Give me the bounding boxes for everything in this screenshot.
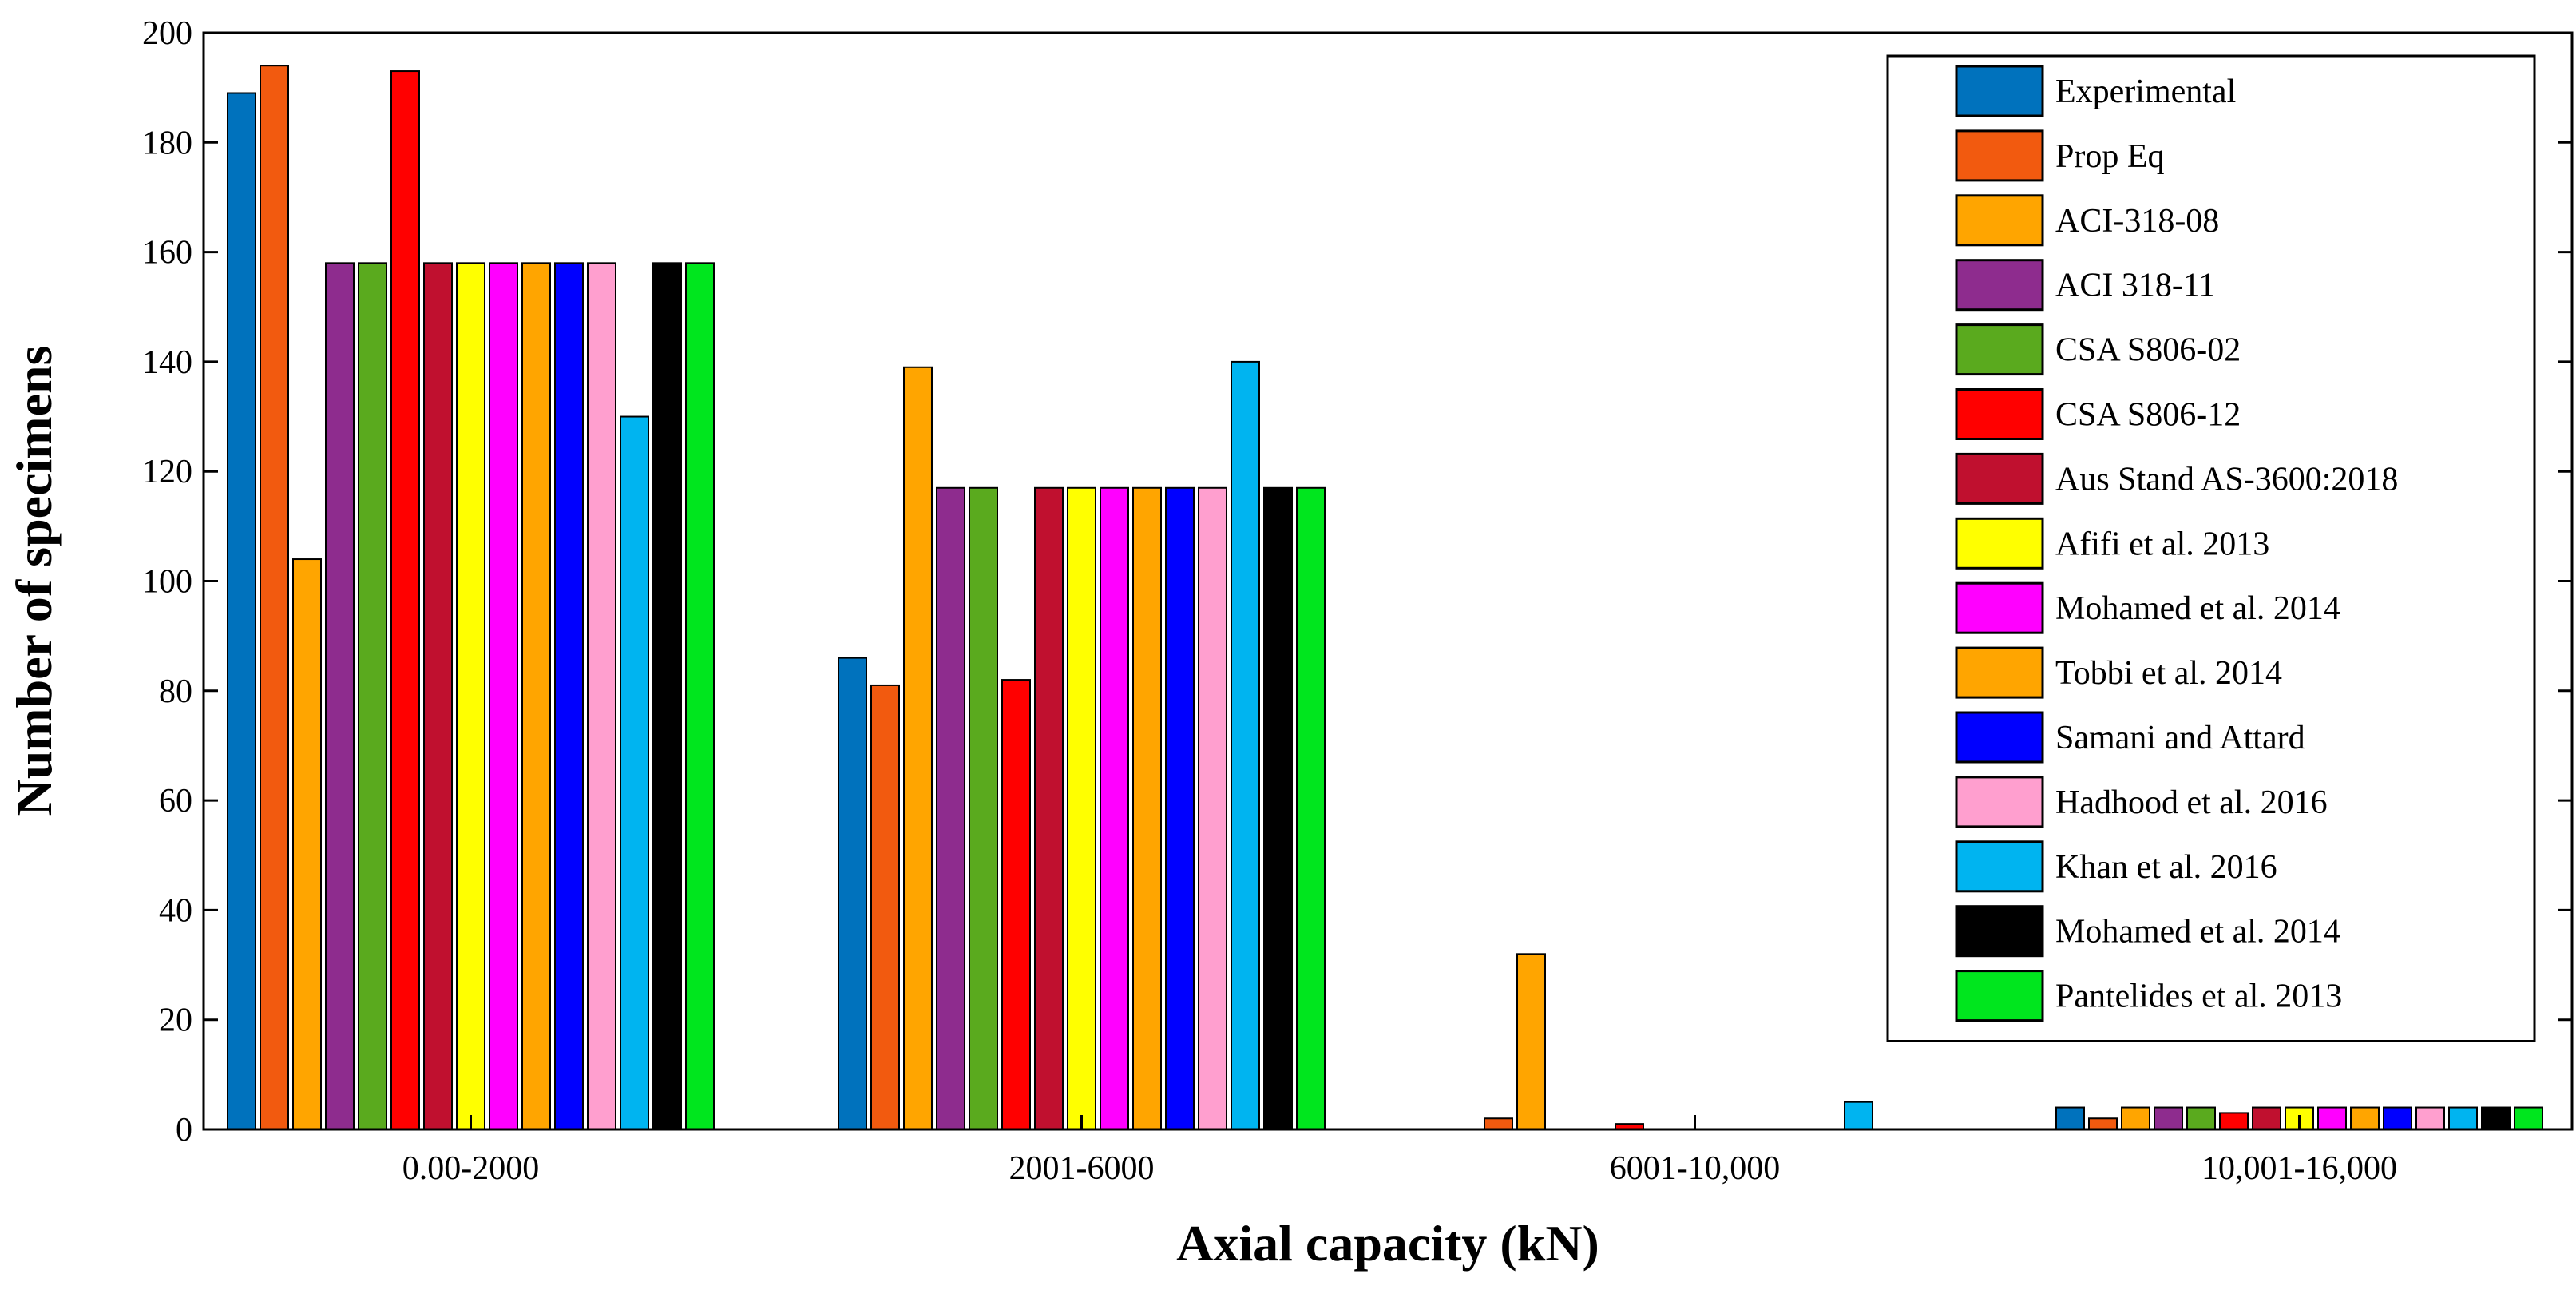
legend-label: Experimental <box>2055 73 2236 110</box>
bar <box>2448 1106 2478 1131</box>
legend-label: Hadhood et al. 2016 <box>2055 784 2328 821</box>
y-axis: 0 20 40 60 80 100 120 140 160 180 200 <box>142 15 2572 1149</box>
y-tick-label: 160 <box>142 235 192 272</box>
legend-label: ACI-318-08 <box>2055 203 2219 240</box>
bar <box>936 486 965 1130</box>
bar <box>1844 1101 1873 1131</box>
bar <box>423 262 453 1131</box>
x-tick-label: 2001-6000 <box>1009 1150 1155 1187</box>
bar <box>456 262 485 1131</box>
bar <box>2219 1112 2249 1131</box>
bar <box>390 70 420 1130</box>
y-tick-label: 60 <box>159 783 192 820</box>
bar <box>838 657 867 1130</box>
bar <box>1484 1117 1513 1131</box>
bar <box>554 262 584 1131</box>
legend-swatch <box>1955 840 2044 893</box>
legend: Experimental Prop Eq ACI-318-08 ACI 318-11 C… <box>1886 54 2536 1042</box>
bar <box>1263 486 1293 1130</box>
legend-label: Pantelides et al. 2013 <box>2055 978 2342 1015</box>
y-tick-label: 180 <box>142 125 192 161</box>
legend-label: CSA S806-02 <box>2055 332 2241 369</box>
bar <box>1100 486 1129 1130</box>
bar <box>685 262 715 1131</box>
legend-swatch <box>1955 970 2044 1022</box>
x-tick-label: 10,001-16,000 <box>2201 1150 2397 1187</box>
legend-swatch <box>1955 905 2044 958</box>
bar <box>1165 486 1195 1130</box>
bar <box>1067 486 1096 1130</box>
bar <box>2088 1117 2118 1131</box>
legend-label: Tobbi et al. 2014 <box>2055 655 2282 692</box>
x-tick-label: 0.00-2000 <box>402 1150 540 1187</box>
legend-label: Mohamed et al. 2014 <box>2055 590 2340 627</box>
y-tick-label: 100 <box>142 564 192 601</box>
bar <box>2055 1106 2085 1131</box>
y-tick-label: 40 <box>159 892 192 929</box>
bar <box>2186 1106 2216 1131</box>
bar <box>292 558 322 1130</box>
legend-label: CSA S806-12 <box>2055 397 2241 434</box>
bar <box>521 262 551 1131</box>
y-tick-label: 120 <box>142 454 192 490</box>
legend-swatch <box>1955 646 2044 699</box>
bar <box>652 262 682 1131</box>
legend-swatch <box>1955 452 2044 505</box>
legend-label: Khan et al. 2016 <box>2055 849 2277 886</box>
y-tick-label: 140 <box>142 344 192 381</box>
legend-label: Afifi et al. 2013 <box>2055 526 2269 562</box>
bar <box>1231 360 1260 1130</box>
bar <box>2415 1106 2445 1131</box>
bar <box>2383 1106 2412 1131</box>
bar <box>587 262 616 1131</box>
legend-swatch <box>1955 388 2044 440</box>
y-tick-label: 0 <box>176 1112 192 1149</box>
legend-label: Prop Eq <box>2055 138 2165 175</box>
legend-swatch <box>1955 65 2044 117</box>
legend-swatch <box>1955 259 2044 312</box>
legend-swatch <box>1955 194 2044 247</box>
bar <box>969 486 998 1130</box>
legend-swatch <box>1955 517 2044 570</box>
bar <box>620 415 649 1130</box>
bar <box>2514 1106 2543 1131</box>
legend-swatch <box>1955 776 2044 828</box>
legend-label: ACI 318-11 <box>2055 268 2215 304</box>
bar <box>1516 953 1546 1130</box>
bar <box>489 262 518 1131</box>
y-tick-label: 200 <box>142 15 192 52</box>
legend-swatch <box>1955 129 2044 182</box>
bar <box>227 92 256 1130</box>
bar <box>1132 486 1162 1130</box>
bar <box>1001 679 1031 1130</box>
bar <box>2154 1106 2183 1131</box>
bar <box>325 262 355 1131</box>
bar <box>358 262 387 1131</box>
y-tick-label: 20 <box>159 1002 192 1039</box>
bar <box>2121 1106 2150 1131</box>
bar <box>1198 486 1227 1130</box>
x-axis-title: Axial capacity (kN) <box>1176 1215 1599 1272</box>
y-tick-label: 80 <box>159 673 192 710</box>
legend-label: Aus Stand AS-3600:2018 <box>2055 461 2398 498</box>
bar <box>260 65 289 1131</box>
x-axis: 0.00-2000 2001-6000 6001-10,000 10,001-16,0… <box>402 1115 2397 1187</box>
x-tick-label: 6001-10,000 <box>1610 1150 1781 1187</box>
y-axis-title: Number of specimens <box>6 346 62 816</box>
legend-swatch <box>1955 581 2044 634</box>
bar <box>1034 486 1064 1130</box>
bar <box>903 366 933 1130</box>
bar <box>1296 486 1326 1130</box>
legend-label: Samani and Attard <box>2055 720 2305 756</box>
bar <box>870 684 900 1130</box>
bar <box>2317 1106 2347 1131</box>
bar <box>2481 1106 2511 1131</box>
bars-group <box>227 65 2543 1131</box>
bar <box>2252 1106 2281 1131</box>
legend-swatch <box>1955 711 2044 764</box>
legend-label: Mohamed et al. 2014 <box>2055 914 2340 951</box>
legend-swatch <box>1955 323 2044 376</box>
bar <box>2350 1106 2380 1131</box>
